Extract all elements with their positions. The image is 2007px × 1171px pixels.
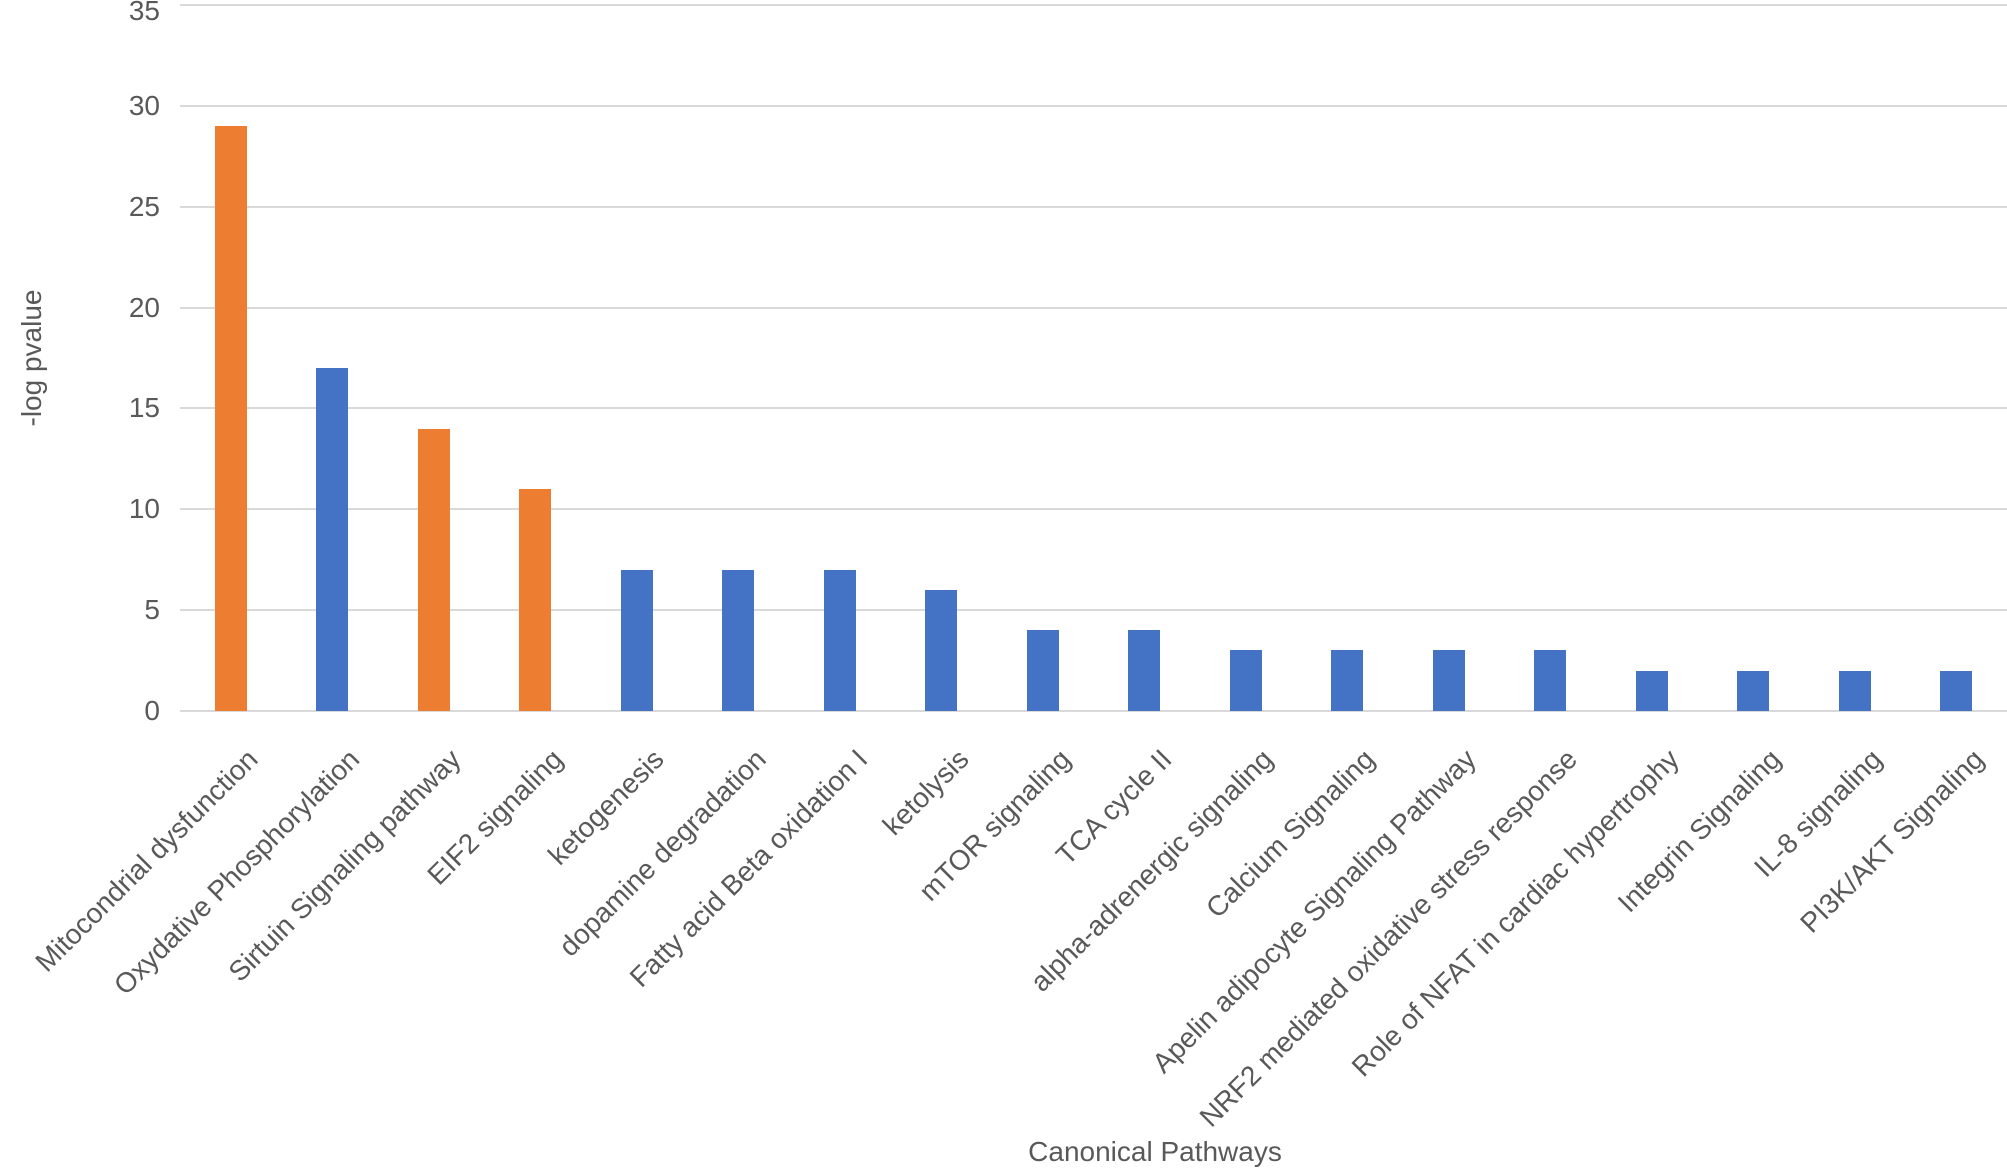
bar xyxy=(1128,630,1161,711)
category-label: dopamine degradation xyxy=(552,743,772,963)
gridline xyxy=(180,508,2007,511)
category-label: NRF2 mediated oxidative stress response xyxy=(1193,743,1584,1133)
x-axis-title: Canonical Pathways xyxy=(1028,1136,1282,1167)
bar xyxy=(1737,670,1770,711)
gridline xyxy=(180,205,2007,208)
bar xyxy=(1432,650,1465,711)
y-tick-label: 35 xyxy=(128,0,160,26)
bar xyxy=(417,428,450,711)
category-label: ketolysis xyxy=(876,743,975,842)
bar xyxy=(1838,670,1871,711)
bar xyxy=(1331,650,1364,711)
category-label: PI3K/AKT Signaling xyxy=(1794,743,1990,939)
bar xyxy=(214,126,247,711)
bar xyxy=(316,368,349,711)
gridline xyxy=(180,407,2007,410)
y-tick-label: 10 xyxy=(128,493,160,525)
gridline xyxy=(180,104,2007,107)
y-tick-label: 0 xyxy=(144,695,160,726)
bar xyxy=(925,589,958,711)
bar xyxy=(519,489,552,711)
bar xyxy=(1635,670,1668,711)
y-tick-label: 20 xyxy=(128,291,160,323)
gridline xyxy=(180,4,2007,6)
bar xyxy=(1229,650,1262,711)
x-axis-line xyxy=(180,710,2007,712)
y-tick-label: 5 xyxy=(144,594,160,626)
y-tick-label: 25 xyxy=(128,190,160,222)
gridline xyxy=(180,609,2007,612)
y-tick-label: 15 xyxy=(128,392,160,424)
bar xyxy=(1534,650,1567,711)
y-tick-label: 30 xyxy=(128,89,160,121)
bar xyxy=(722,569,755,711)
bar xyxy=(1026,630,1059,711)
gridline xyxy=(180,306,2007,309)
bar xyxy=(823,569,856,711)
bar xyxy=(620,569,653,711)
bar xyxy=(1940,670,1973,711)
